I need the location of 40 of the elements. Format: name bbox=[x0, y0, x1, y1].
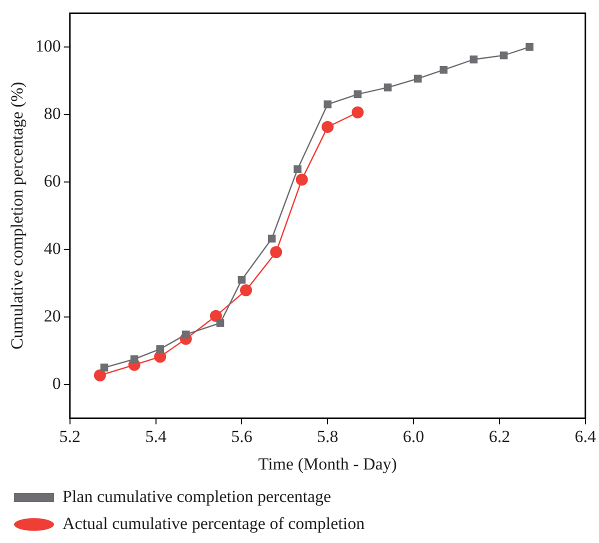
point bbox=[216, 319, 224, 327]
point bbox=[324, 100, 332, 108]
point bbox=[94, 369, 106, 382]
y-tick-label: 100 bbox=[35, 36, 61, 56]
x-tick-label: 5.4 bbox=[145, 426, 167, 446]
point bbox=[100, 364, 108, 372]
point bbox=[470, 56, 478, 64]
x-tick-label: 5.8 bbox=[317, 426, 338, 446]
y-tick-label: 40 bbox=[44, 238, 61, 258]
x-axis-title: Time (Month - Day) bbox=[258, 454, 397, 474]
point bbox=[354, 90, 362, 98]
y-tick-label: 0 bbox=[52, 374, 61, 393]
point bbox=[296, 174, 308, 186]
point bbox=[500, 52, 508, 60]
point bbox=[182, 330, 190, 338]
point bbox=[268, 234, 276, 243]
point bbox=[384, 84, 392, 92]
point bbox=[130, 355, 138, 364]
point bbox=[414, 74, 422, 83]
point bbox=[294, 165, 302, 174]
x-tick-label: 5.2 bbox=[59, 426, 81, 446]
y-axis-title: Cumulative completion percentage (%) bbox=[8, 82, 27, 350]
point bbox=[270, 246, 282, 258]
x-tick-label: 6.4 bbox=[574, 426, 596, 446]
point bbox=[238, 276, 246, 284]
point bbox=[440, 66, 448, 74]
point bbox=[210, 310, 222, 322]
point bbox=[240, 284, 252, 296]
point bbox=[156, 345, 164, 353]
legend-label: Actual cumulative percentage of completion bbox=[62, 514, 366, 533]
y-tick-label: 20 bbox=[44, 306, 61, 326]
point bbox=[322, 120, 334, 133]
x-tick-label: 5.6 bbox=[231, 426, 252, 446]
point bbox=[352, 106, 364, 118]
x-tick-label: 6.2 bbox=[488, 426, 510, 446]
point bbox=[526, 43, 534, 51]
y-tick-label: 80 bbox=[44, 104, 61, 123]
y-tick-label: 60 bbox=[44, 171, 61, 190]
x-tick-label: 6.0 bbox=[402, 426, 424, 446]
legend-label: Plan cumulative completion percentage bbox=[62, 486, 332, 506]
